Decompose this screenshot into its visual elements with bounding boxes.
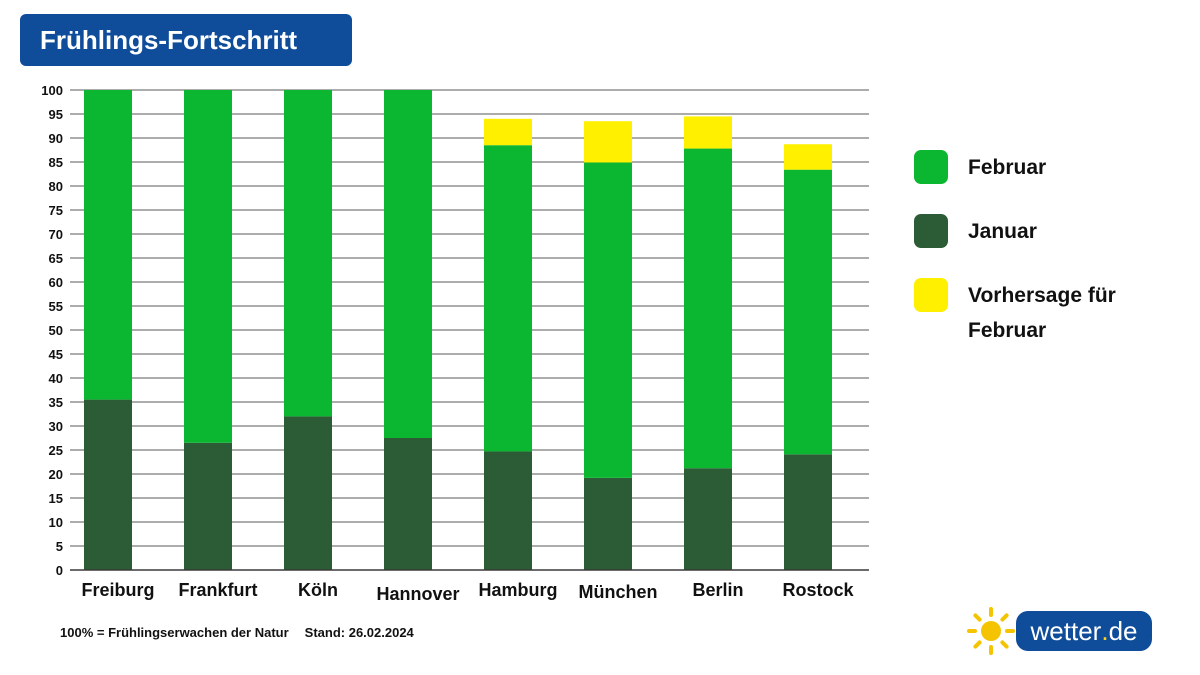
x-tick-label-köln: Köln bbox=[298, 580, 338, 600]
logo-text-tld: de bbox=[1108, 615, 1138, 646]
y-tick-label-5: 5 bbox=[56, 539, 63, 554]
wetter-de-logo[interactable]: wetter. de bbox=[966, 606, 1156, 656]
y-tick-label-50: 50 bbox=[49, 323, 63, 338]
bar-segment-berlin-januar bbox=[684, 468, 732, 570]
x-tick-label-hamburg: Hamburg bbox=[478, 580, 557, 600]
bar-segment-köln-februar bbox=[284, 90, 332, 417]
sun-icon bbox=[967, 607, 1015, 655]
bar-segment-berlin-vorhersage-für-februar bbox=[684, 116, 732, 149]
y-tick-label-65: 65 bbox=[49, 251, 63, 266]
footnote: 100% = Frühlingserwachen der Natur Stand:… bbox=[60, 625, 414, 640]
y-tick-label-75: 75 bbox=[49, 203, 63, 218]
y-tick-label-55: 55 bbox=[49, 299, 63, 314]
bar-segment-münchen-vorhersage-für-februar bbox=[584, 121, 632, 163]
chart-title: Frühlings-Fortschritt bbox=[40, 24, 298, 55]
bar-segment-hamburg-februar bbox=[484, 145, 532, 452]
y-tick-label-45: 45 bbox=[49, 347, 63, 362]
x-tick-label-frankfurt: Frankfurt bbox=[178, 580, 257, 600]
footnote-stand-date: Stand: 26.02.2024 bbox=[304, 625, 414, 640]
bar-segment-hannover-februar bbox=[384, 90, 432, 438]
bar-segment-hamburg-vorhersage-für-februar bbox=[484, 118, 532, 146]
y-tick-label-100: 100 bbox=[41, 83, 63, 98]
y-tick-label-15: 15 bbox=[49, 491, 63, 506]
y-tick-label-60: 60 bbox=[49, 275, 63, 290]
logo-wordmark: wetter. de bbox=[1016, 611, 1152, 651]
legend-label-vorhersage: Vorhersage für Februar bbox=[968, 284, 1116, 342]
bar-segment-freiburg-januar bbox=[84, 399, 132, 570]
legend-item-januar: Januar bbox=[914, 214, 1168, 249]
legend-swatch-vorhersage bbox=[914, 278, 948, 312]
bar-segment-rostock-januar bbox=[784, 454, 832, 570]
y-tick-label-85: 85 bbox=[49, 155, 63, 170]
x-tick-label-hannover: Hannover bbox=[376, 584, 459, 604]
legend-swatch-februar bbox=[914, 150, 948, 184]
bar-segment-berlin-februar bbox=[684, 148, 732, 469]
bar-segment-freiburg-februar bbox=[84, 90, 132, 400]
x-tick-label-freiburg: Freiburg bbox=[81, 580, 154, 600]
legend-item-vorhersage: Vorhersage für Februar bbox=[914, 278, 1148, 348]
bar-segment-rostock-vorhersage-für-februar bbox=[784, 144, 832, 170]
y-tick-label-40: 40 bbox=[49, 371, 63, 386]
y-tick-label-10: 10 bbox=[49, 515, 63, 530]
logo-text-main: wetter bbox=[1030, 615, 1102, 646]
bar-segment-frankfurt-februar bbox=[184, 90, 232, 443]
legend-swatch-januar bbox=[914, 214, 948, 248]
x-tick-label-münchen: München bbox=[579, 582, 658, 602]
x-tick-label-rostock: Rostock bbox=[782, 580, 854, 600]
logo-text-dot: . bbox=[1101, 615, 1109, 646]
x-tick-label-berlin: Berlin bbox=[692, 580, 743, 600]
bar-segment-hannover-januar bbox=[384, 438, 432, 570]
y-tick-label-90: 90 bbox=[49, 131, 63, 146]
y-tick-label-25: 25 bbox=[49, 443, 63, 458]
bar-segment-frankfurt-januar bbox=[184, 442, 232, 570]
y-tick-label-80: 80 bbox=[49, 179, 63, 194]
bar-segment-köln-januar bbox=[284, 416, 332, 570]
bar-segment-rostock-februar bbox=[784, 169, 832, 455]
legend-label-januar: Januar bbox=[968, 220, 1037, 243]
legend-item-februar: Februar bbox=[914, 150, 1168, 185]
bar-segment-hamburg-januar bbox=[484, 451, 532, 570]
footnote-definition: 100% = Frühlingserwachen der Natur bbox=[60, 625, 289, 640]
y-tick-label-20: 20 bbox=[49, 467, 63, 482]
y-tick-label-70: 70 bbox=[49, 227, 63, 242]
y-tick-label-30: 30 bbox=[49, 419, 63, 434]
chart-title-badge: Frühlings-Fortschritt bbox=[20, 14, 352, 66]
bar-segment-münchen-januar bbox=[584, 477, 632, 570]
legend-label-februar: Februar bbox=[968, 156, 1047, 179]
bar-segment-münchen-februar bbox=[584, 162, 632, 478]
y-tick-label-35: 35 bbox=[49, 395, 63, 410]
y-tick-label-95: 95 bbox=[49, 107, 63, 122]
y-tick-label-0: 0 bbox=[56, 563, 63, 578]
